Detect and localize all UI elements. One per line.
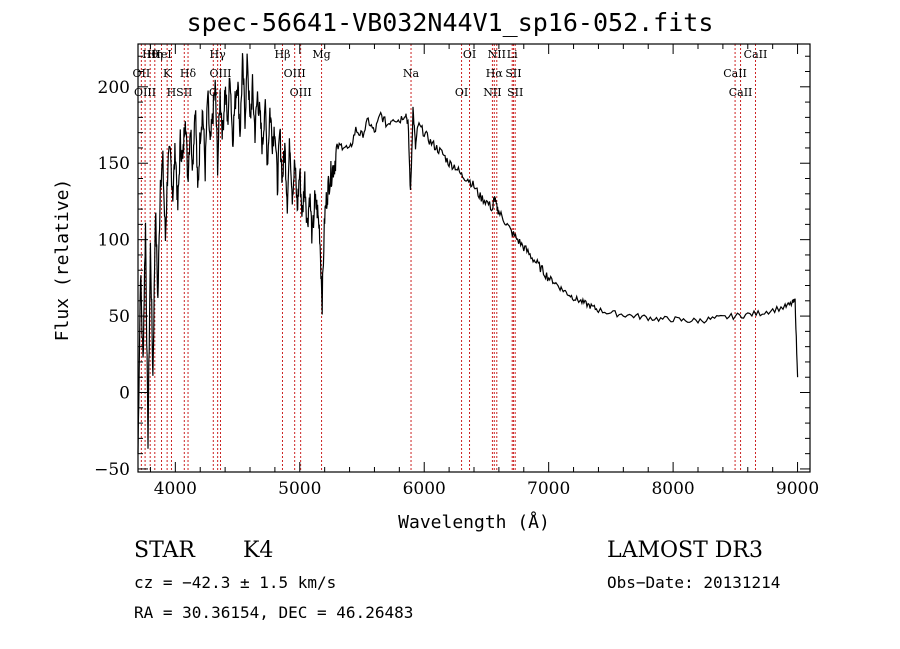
line-marker-label: OII <box>133 67 151 80</box>
x-tick-label: 9000 <box>776 479 819 499</box>
line-marker-label: H <box>167 86 177 99</box>
y-tick-label: 50 <box>108 307 130 327</box>
y-tick-label: −50 <box>94 460 130 480</box>
line-marker-label: OIII <box>284 67 306 80</box>
survey-name: LAMOST DR3 <box>607 538 763 563</box>
line-marker-label: SII <box>507 86 523 99</box>
line-marker-label: Mg <box>312 48 330 61</box>
x-axis-label: Wavelength (Å) <box>398 511 550 533</box>
line-marker-label: Hδ <box>180 67 197 80</box>
line-marker-label: OI <box>455 86 468 99</box>
line-marker-label: OI <box>463 48 476 61</box>
line-marker-label: G <box>209 86 218 99</box>
y-tick-label: 0 <box>119 384 130 404</box>
object-class: STAR <box>134 538 195 563</box>
x-tick-label: 7000 <box>527 479 570 499</box>
line-marker-label: Li <box>507 48 518 61</box>
line-marker-label: SII <box>505 67 521 80</box>
line-marker-label: NII <box>483 86 501 99</box>
line-marker-label: K <box>163 67 172 80</box>
x-tick-label: 8000 <box>651 479 694 499</box>
x-tick-label: 6000 <box>403 479 446 499</box>
x-tick-label: 5000 <box>278 479 321 499</box>
redshift-text: cz = −42.3 ± 1.5 km/s <box>134 573 337 592</box>
y-tick-label: 150 <box>98 154 130 174</box>
spectrum-series-line <box>137 53 799 454</box>
line-marker-label: Hθ <box>142 48 159 61</box>
line-marker-label: OIII <box>134 86 156 99</box>
line-marker-label: SII <box>176 86 192 99</box>
x-tick-label: 4000 <box>154 479 197 499</box>
y-tick-label: 200 <box>98 78 130 98</box>
spectral-subclass: K4 <box>243 538 274 563</box>
line-marker-label: HeI <box>151 48 171 61</box>
line-marker-label: Hγ <box>210 48 227 61</box>
obs-date: Obs−Date: 20131214 <box>607 573 781 592</box>
line-marker-label: CaII <box>744 48 768 61</box>
line-marker-label: CaII <box>729 86 753 99</box>
y-axis-label: Flux (relative) <box>52 179 73 342</box>
line-marker-label: Hη <box>147 48 163 61</box>
chart-title: spec-56641-VB032N44V1_sp16-052.fits <box>186 8 714 37</box>
line-marker-label: OIII <box>209 67 231 80</box>
line-marker-label: NII <box>488 48 506 61</box>
line-marker-label: CaII <box>723 67 747 80</box>
y-axis: −50 0 50 100 150 200 <box>94 55 810 480</box>
y-tick-label: 100 <box>98 231 130 251</box>
emission-line-markers <box>140 44 756 472</box>
ra-dec-text: RA = 30.36154, DEC = 46.26483 <box>134 603 414 622</box>
line-marker-label: OIII <box>290 86 312 99</box>
x-axis: 4000 5000 6000 7000 8000 9000 <box>149 44 819 499</box>
line-marker-label: Na <box>403 67 420 80</box>
line-marker-label: Hβ <box>275 48 291 61</box>
line-marker-label: Hα <box>486 67 504 80</box>
